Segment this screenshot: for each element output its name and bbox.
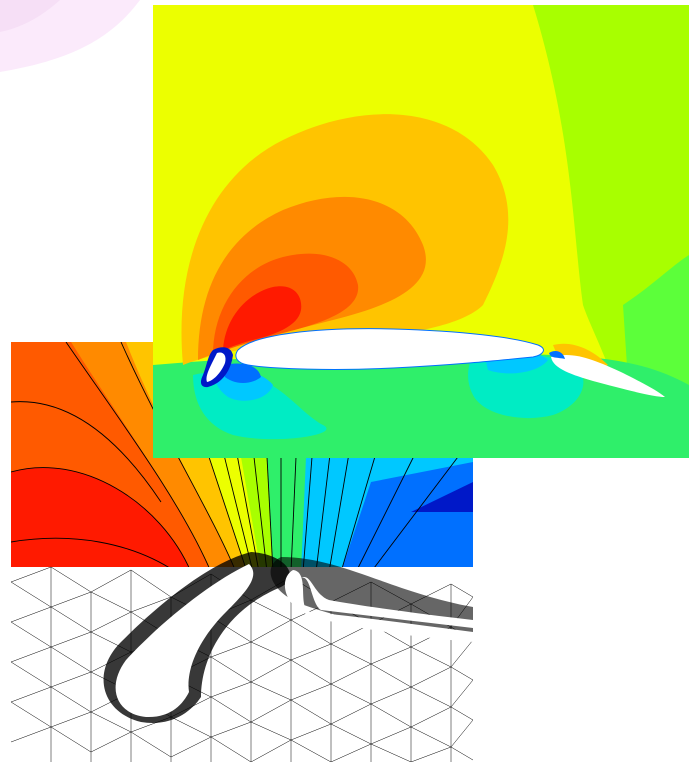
slat-element xyxy=(206,352,226,382)
corner-contour-fragment xyxy=(0,0,160,110)
pressure-contour-panel xyxy=(153,5,689,458)
main-element-leading-edge xyxy=(284,570,473,762)
flap-element xyxy=(551,354,665,397)
slat-element xyxy=(115,564,254,718)
main-element xyxy=(235,328,544,370)
